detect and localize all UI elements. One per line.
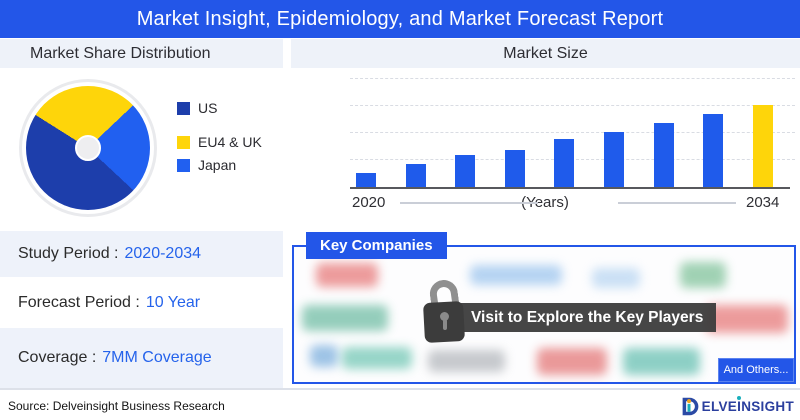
gridline xyxy=(350,105,795,106)
legend-label-japan: Japan xyxy=(198,157,237,173)
pie-chart-inner-ring xyxy=(22,82,154,214)
study-period-value: 2020-2034 xyxy=(124,245,202,262)
blurred-logo xyxy=(537,348,607,375)
and-others-button[interactable]: And Others... xyxy=(718,358,794,382)
bar-series xyxy=(356,105,776,187)
blurred-logo xyxy=(470,265,562,285)
bar xyxy=(603,132,624,187)
coverage-value: 7MM Coverage xyxy=(102,349,212,366)
blurred-logo xyxy=(623,348,700,375)
blurred-logo xyxy=(680,262,726,288)
legend-item-us: US xyxy=(177,100,217,116)
blurred-logo xyxy=(342,347,412,369)
gridline xyxy=(350,132,795,133)
footer-divider xyxy=(0,388,800,390)
forecast-period-label: Forecast Period : xyxy=(18,293,140,311)
blurred-logo xyxy=(428,350,505,372)
bar xyxy=(356,173,376,187)
study-period-label: Study Period : xyxy=(18,245,119,262)
coverage-label: Coverage : xyxy=(18,349,97,366)
x-axis-decorative-line xyxy=(400,202,538,204)
x-axis-label-first: 2020 xyxy=(352,194,386,211)
legend-label-eu4-uk: EU4 & UK xyxy=(198,134,262,150)
source-text: Source: Delveinsight Business Research xyxy=(8,399,225,413)
brand-i-char: I xyxy=(737,399,742,414)
page-title: Market Insight, Epidemiology, and Market… xyxy=(0,0,800,38)
coverage-row: Coverage : 7MM Coverage xyxy=(0,328,283,388)
lock-keyhole xyxy=(440,312,449,321)
forecast-period-row: Forecast Period : 10 Year xyxy=(0,277,283,328)
legend-item-japan: Japan xyxy=(177,157,236,173)
bar xyxy=(653,123,674,187)
delveinsight-d-icon xyxy=(682,397,699,416)
market-share-section-title: Market Share Distribution xyxy=(0,39,283,68)
blurred-logo xyxy=(310,345,338,367)
forecast-period-value: 10 Year xyxy=(145,293,201,311)
blurred-logo xyxy=(592,268,640,288)
lock-icon xyxy=(422,278,468,344)
lock-keystem xyxy=(442,319,447,330)
gridline xyxy=(350,78,795,79)
key-companies-title: Key Companies xyxy=(306,232,447,259)
bar xyxy=(554,139,575,187)
bar xyxy=(504,150,525,187)
x-axis-line xyxy=(350,187,790,189)
study-period-row: Study Period : 2020-2034 xyxy=(0,231,283,277)
legend-swatch-us xyxy=(177,101,190,115)
brand-part-1: ELVE xyxy=(701,399,738,414)
brand-part-2: NSIGHT xyxy=(741,399,794,414)
key-companies-box: Visit to Explore the Key Players And Oth… xyxy=(292,245,796,384)
brand-text: ELVE INSIGHT xyxy=(701,396,794,414)
x-axis-label-last: 2034 xyxy=(746,194,780,211)
pie-chart-ring xyxy=(19,79,157,217)
blurred-logo xyxy=(302,305,388,331)
delveinsight-logo: ELVE INSIGHT xyxy=(680,396,794,417)
legend-item-eu4-uk: EU4 & UK xyxy=(177,134,262,150)
pie-chart xyxy=(26,86,150,210)
blurred-logo xyxy=(316,263,378,287)
bar xyxy=(752,105,773,187)
market-size-section-title: Market Size xyxy=(291,39,800,68)
legend-swatch-japan xyxy=(177,158,190,172)
pie-chart-hole xyxy=(75,135,101,161)
legend-swatch-eu4-uk xyxy=(177,135,190,149)
brand-letter-i: I xyxy=(737,396,742,414)
bar xyxy=(703,114,724,187)
i-dot-icon xyxy=(737,396,742,400)
x-axis-decorative-line xyxy=(618,202,736,204)
explore-key-players-tooltip[interactable]: Visit to Explore the Key Players xyxy=(458,303,717,332)
blurred-logo xyxy=(706,305,788,333)
x-axis-label-middle: (Years) xyxy=(521,194,569,211)
bar xyxy=(455,155,476,187)
bar xyxy=(405,164,426,187)
legend-label-us: US xyxy=(198,100,218,116)
